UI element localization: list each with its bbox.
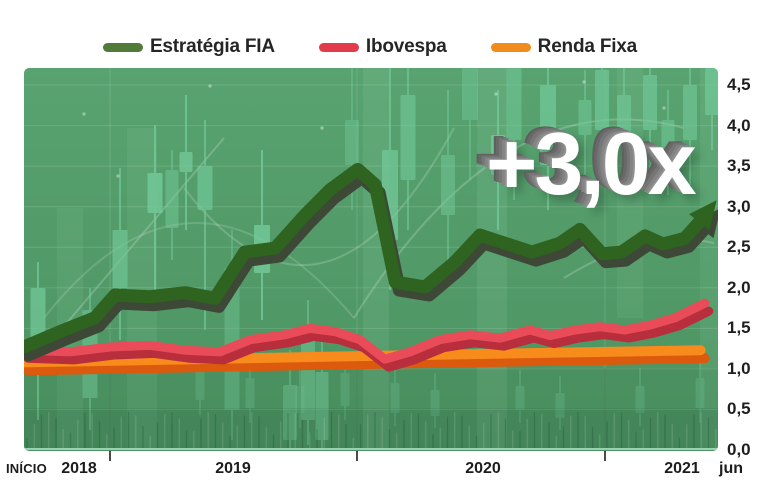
x-axis-label: jun [719, 460, 743, 477]
multiplier-annotation: +3,0x [486, 114, 697, 213]
legend-label: Estratégia FIA [149, 36, 275, 57]
legend-label: Ibovespa [365, 36, 447, 57]
y-axis-label: 1,5 [727, 318, 751, 338]
y-axis-label: 4,0 [727, 115, 751, 135]
x-axis-label: 2021 [664, 460, 700, 477]
y-axis-label: 0,0 [727, 440, 751, 459]
x-axis-label: INÍCIO [6, 461, 47, 476]
legend-item-ibovespa: Ibovespa [318, 36, 447, 58]
y-axis-label: 2,0 [727, 277, 751, 297]
axis-tick [604, 451, 606, 461]
x-axis-label: 2018 [61, 460, 97, 477]
y-axis-label: 3,5 [727, 156, 751, 176]
y-axis-label: 4,5 [727, 75, 751, 95]
y-axis-label: 2,5 [727, 237, 751, 257]
legend-item-estrategia-fia: Estratégia FIA [102, 36, 275, 58]
legend-marker-estrategia-fia [102, 42, 143, 52]
axis-tick [356, 451, 358, 461]
x-axis-label: 2020 [465, 460, 501, 477]
legend: Estratégia FIA Ibovespa Renda Fixa [0, 36, 740, 58]
legend-item-renda-fixa: Renda Fixa [490, 36, 638, 58]
x-axis-label: 2019 [215, 460, 251, 477]
y-axis-label: 3,0 [727, 196, 751, 216]
legend-marker-renda-fixa [490, 42, 531, 52]
legend-marker-ibovespa [318, 42, 359, 52]
axis-tick [109, 451, 111, 461]
legend-label: Renda Fixa [537, 36, 638, 57]
chart-canvas [24, 68, 718, 451]
y-axis-label: 0,5 [727, 399, 751, 419]
chart-plot-area [24, 68, 718, 451]
y-axis-label: 1,0 [727, 358, 751, 378]
